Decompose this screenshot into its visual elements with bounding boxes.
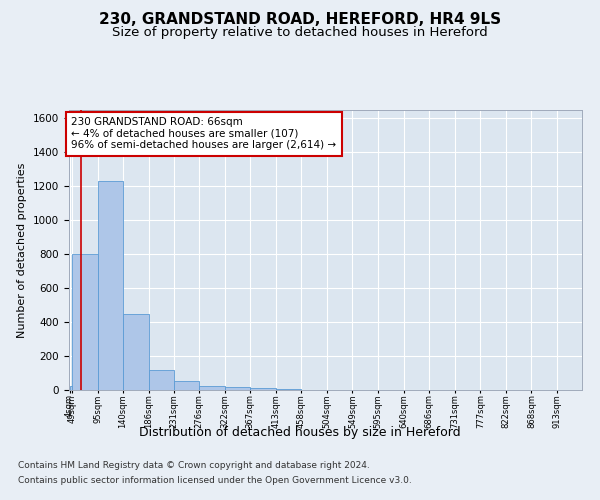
Bar [149,370,174,390]
Text: 230, GRANDSTAND ROAD, HEREFORD, HR4 9LS: 230, GRANDSTAND ROAD, HEREFORD, HR4 9LS [99,12,501,28]
Text: Contains public sector information licensed under the Open Government Licence v3: Contains public sector information licen… [18,476,412,485]
Y-axis label: Number of detached properties: Number of detached properties [17,162,28,338]
Bar [276,388,301,390]
Bar [199,386,225,390]
Bar [72,254,98,390]
Text: Distribution of detached houses by size in Hereford: Distribution of detached houses by size … [139,426,461,439]
Text: Contains HM Land Registry data © Crown copyright and database right 2024.: Contains HM Land Registry data © Crown c… [18,461,370,470]
Bar [98,182,123,390]
Text: Size of property relative to detached houses in Hereford: Size of property relative to detached ho… [112,26,488,39]
Bar [123,314,149,390]
Bar [225,388,250,390]
Bar [174,380,199,390]
Text: 230 GRANDSTAND ROAD: 66sqm
← 4% of detached houses are smaller (107)
96% of semi: 230 GRANDSTAND ROAD: 66sqm ← 4% of detac… [71,117,337,150]
Bar [250,388,276,390]
Bar [70,386,72,390]
